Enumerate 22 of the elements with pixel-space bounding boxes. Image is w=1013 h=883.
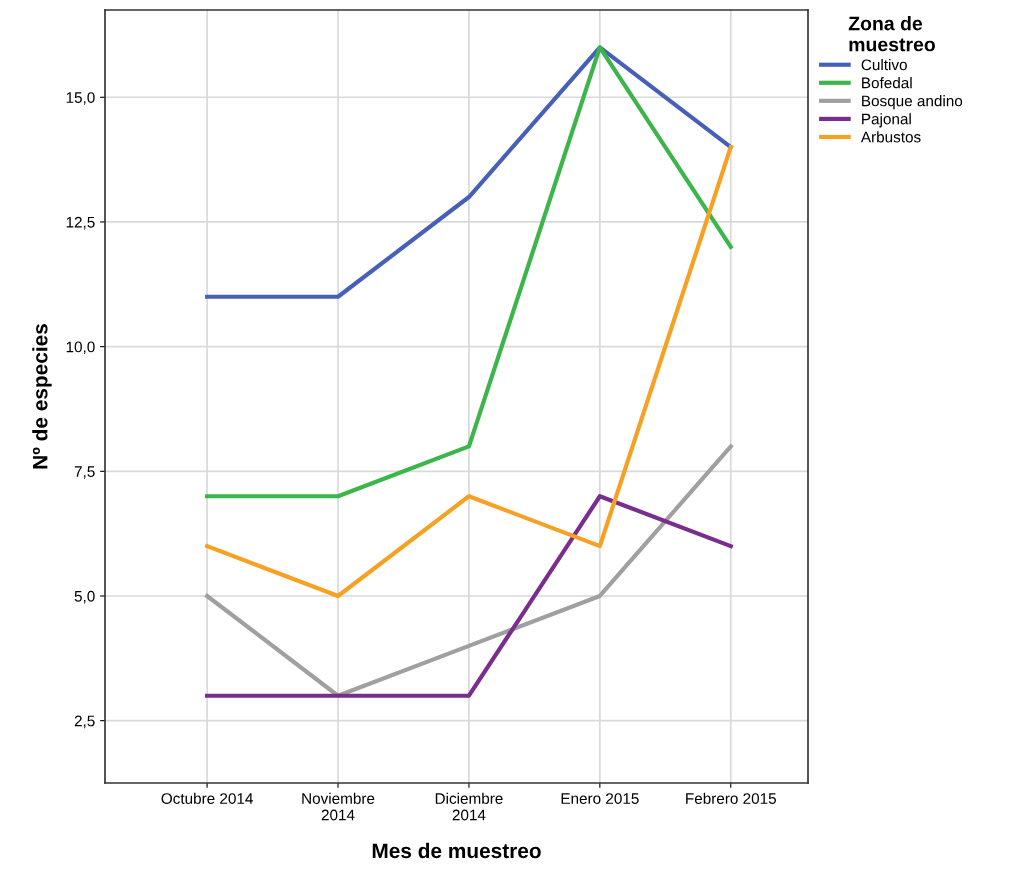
line-series	[205, 45, 733, 499]
y-tick-label: 10,0	[66, 341, 95, 355]
legend-label: Pajonal	[862, 113, 911, 128]
x-tick-label: Diciembre 2014	[435, 792, 503, 821]
legend-label: Arbustos	[860, 131, 921, 143]
legend-label: Bofedal	[862, 77, 912, 89]
line-series	[205, 45, 733, 299]
y-tick-label: 12,5	[66, 216, 95, 230]
legend-label: Bosque andino	[862, 95, 963, 110]
x-tick-label: Febrero 2015	[686, 792, 776, 804]
line-series	[205, 145, 733, 599]
y-tick-label: 7,5	[74, 466, 95, 479]
legend-label: Cultivo	[861, 59, 907, 71]
y-tick-label: 5,0	[74, 590, 95, 604]
legend-title: Zona de muestreo	[848, 16, 935, 52]
x-tick-label: Enero 2015	[561, 793, 639, 804]
x-axis-title: Mes de muestreo	[372, 842, 541, 859]
y-axis-title: Nº de especies	[32, 324, 52, 469]
x-tick-label: Noviembre 2014	[302, 792, 375, 821]
y-tick-label: 2,5	[74, 715, 95, 729]
x-tick-label: Octubre 2014	[161, 792, 253, 804]
y-tick-label: 15,0	[66, 92, 95, 105]
